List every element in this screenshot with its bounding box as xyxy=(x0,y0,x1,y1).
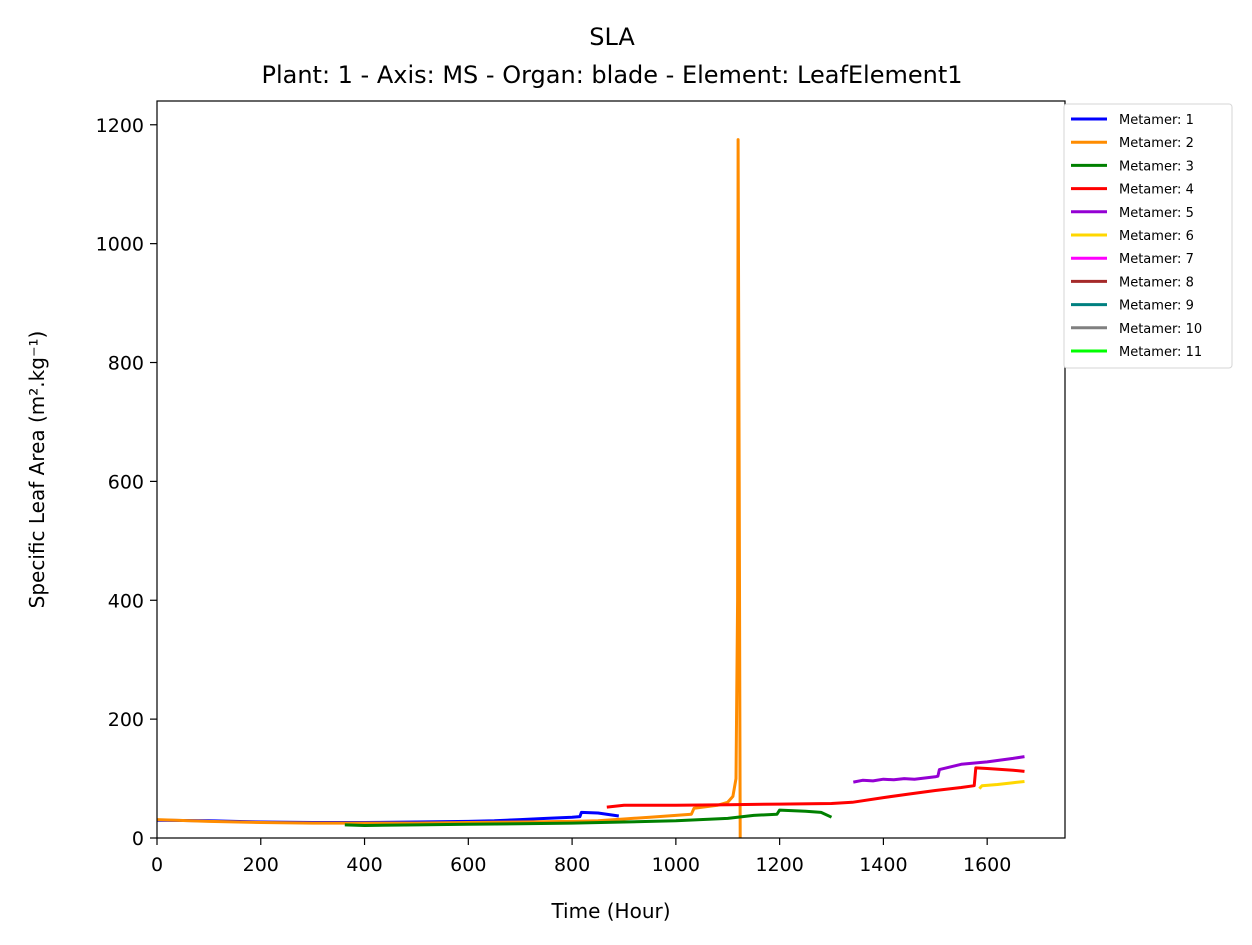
series-layer xyxy=(156,138,1025,839)
series-line-4 xyxy=(606,766,1025,809)
plot-frame xyxy=(156,100,1066,839)
legend-entry: Metamer: 11 xyxy=(1119,345,1202,360)
x-tick-label: 1000 xyxy=(652,854,700,876)
legend-entry: Metamer: 4 xyxy=(1119,183,1194,198)
y-axis-label: Specific Leaf Area (m².kg⁻¹) xyxy=(25,331,49,609)
x-tick-label: 1200 xyxy=(755,854,803,876)
x-tick-label: 1400 xyxy=(859,854,907,876)
legend-entry: Metamer: 10 xyxy=(1119,322,1202,337)
y-tick-label: 600 xyxy=(108,471,144,493)
y-tick-label: 200 xyxy=(108,709,144,731)
x-axis-label: Time (Hour) xyxy=(550,899,670,923)
legend: Metamer: 1 Metamer: 2 Metamer: 3 Metamer: 4… xyxy=(1063,103,1233,369)
legend-entry: Metamer: 5 xyxy=(1119,206,1194,221)
series-line-3 xyxy=(344,808,833,827)
y-tick-label: 1200 xyxy=(96,115,144,137)
series-line-2 xyxy=(156,138,742,839)
x-tick-label: 200 xyxy=(243,854,279,876)
x-tick-label: 600 xyxy=(450,854,486,876)
chart-title: SLA xyxy=(589,23,635,51)
legend-box xyxy=(1063,103,1233,369)
legend-entry: Metamer: 3 xyxy=(1119,159,1194,174)
legend-entry: Metamer: 6 xyxy=(1119,229,1194,244)
x-tick-label: 0 xyxy=(151,854,163,876)
y-tick-label: 400 xyxy=(108,590,144,612)
legend-entry: Metamer: 8 xyxy=(1119,275,1194,290)
series-line-5 xyxy=(853,755,1025,784)
series-line-6 xyxy=(978,780,1025,790)
y-tick-label: 0 xyxy=(132,828,144,850)
legend-entry: Metamer: 2 xyxy=(1119,136,1194,151)
y-tick-label: 1000 xyxy=(96,234,144,256)
chart-subtitle: Plant: 1 - Axis: MS - Organ: blade - Ele… xyxy=(261,61,962,89)
x-tick-label: 400 xyxy=(346,854,382,876)
y-axis: 0 200 400 600 800 1000 1200 xyxy=(96,115,157,850)
legend-entry: Metamer: 1 xyxy=(1119,113,1194,128)
x-tick-label: 800 xyxy=(554,854,590,876)
y-tick-label: 800 xyxy=(108,353,144,375)
x-tick-label: 1600 xyxy=(963,854,1011,876)
legend-entry: Metamer: 7 xyxy=(1119,252,1194,267)
legend-entry: Metamer: 9 xyxy=(1119,299,1194,314)
x-axis: 0 200 400 600 800 1000 1200 1400 1600 xyxy=(151,838,1011,876)
